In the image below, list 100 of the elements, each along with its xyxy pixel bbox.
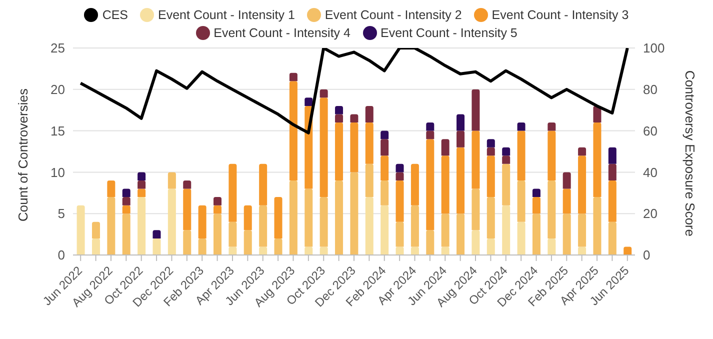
bar <box>426 139 434 230</box>
bar <box>380 156 389 180</box>
bar <box>122 214 130 255</box>
bar <box>350 114 358 123</box>
bar <box>92 238 100 255</box>
bar <box>214 214 222 255</box>
bar <box>608 180 616 222</box>
y2-tick-label: 100 <box>643 40 665 56</box>
bar <box>608 164 616 180</box>
y-tick-label: 20 <box>50 82 65 98</box>
bar <box>320 197 328 247</box>
bar <box>472 130 480 189</box>
y-tick-label: 10 <box>50 164 65 180</box>
bar <box>183 230 192 255</box>
y-tick-label: 5 <box>58 206 65 222</box>
bar <box>320 89 328 98</box>
bar <box>517 130 526 180</box>
bar <box>289 72 298 82</box>
bar <box>183 180 192 189</box>
bar <box>502 156 510 164</box>
bar <box>472 89 480 131</box>
bar <box>228 164 237 222</box>
bar <box>244 205 252 230</box>
bar <box>608 147 616 164</box>
bar <box>214 197 222 206</box>
bar <box>122 197 130 206</box>
bar <box>365 106 374 123</box>
y-axis-title: Count of Controversies <box>16 88 31 222</box>
bar <box>456 114 465 131</box>
bar <box>472 230 480 255</box>
bar <box>152 230 161 238</box>
line-series <box>79 48 629 134</box>
bar <box>608 222 616 255</box>
legend-label: Event Count - Intensity 2 <box>324 8 462 22</box>
bar <box>456 147 465 214</box>
bar <box>593 122 602 198</box>
legend-label: Event Count - Intensity 5 <box>380 26 518 40</box>
bar <box>138 197 146 255</box>
bar <box>396 246 404 255</box>
y2-tick-label: 0 <box>643 248 650 263</box>
bar <box>548 130 556 180</box>
bar <box>350 122 358 172</box>
bar <box>380 205 389 255</box>
bar <box>517 222 526 255</box>
bar <box>532 214 540 255</box>
bar <box>426 122 434 131</box>
y-tick-label: 25 <box>50 40 65 56</box>
bar <box>502 164 510 206</box>
bar <box>562 172 571 189</box>
bar <box>320 98 328 198</box>
bar <box>214 205 222 214</box>
bar <box>578 246 586 255</box>
bar <box>532 188 540 198</box>
bar <box>578 214 586 247</box>
bar <box>532 197 540 214</box>
bar <box>76 205 85 255</box>
bar <box>562 214 571 255</box>
y2-tick-label: 80 <box>643 82 658 98</box>
bar <box>486 139 495 148</box>
bar <box>152 238 161 255</box>
bar <box>107 180 116 198</box>
bar <box>578 147 586 156</box>
bar <box>335 122 344 180</box>
bar <box>486 147 495 156</box>
bar <box>396 172 404 180</box>
legend-label: Event Count - Intensity 3 <box>490 8 629 22</box>
y-tick-label: 0 <box>58 248 65 263</box>
bar <box>517 122 526 131</box>
bar <box>289 180 298 255</box>
bar <box>335 180 344 255</box>
bar <box>183 188 192 230</box>
legend-label: Event Count - Intensity 4 <box>212 26 350 40</box>
bar <box>365 164 374 198</box>
bar <box>548 122 556 131</box>
bar <box>304 246 313 255</box>
bar <box>198 205 206 238</box>
y-tick-label: 15 <box>50 123 65 138</box>
y2-tick-label: 40 <box>643 164 658 180</box>
bar <box>274 238 282 255</box>
bar <box>168 188 176 255</box>
bar <box>244 230 252 255</box>
bar <box>441 139 450 156</box>
bar <box>441 246 450 255</box>
bar <box>396 222 404 247</box>
bar <box>365 197 374 255</box>
bar <box>289 81 298 180</box>
bar <box>168 172 176 189</box>
legend-label: Event Count - Intensity 1 <box>157 8 295 22</box>
bar <box>426 230 434 255</box>
bar <box>517 180 526 222</box>
y2-tick-label: 20 <box>643 206 658 222</box>
bar <box>335 106 344 114</box>
bar <box>380 180 389 206</box>
bar <box>259 246 268 255</box>
bar <box>304 188 313 247</box>
bar <box>107 197 116 255</box>
bar <box>502 205 510 255</box>
bar <box>92 222 100 238</box>
bar <box>486 238 495 255</box>
bar <box>380 139 389 156</box>
